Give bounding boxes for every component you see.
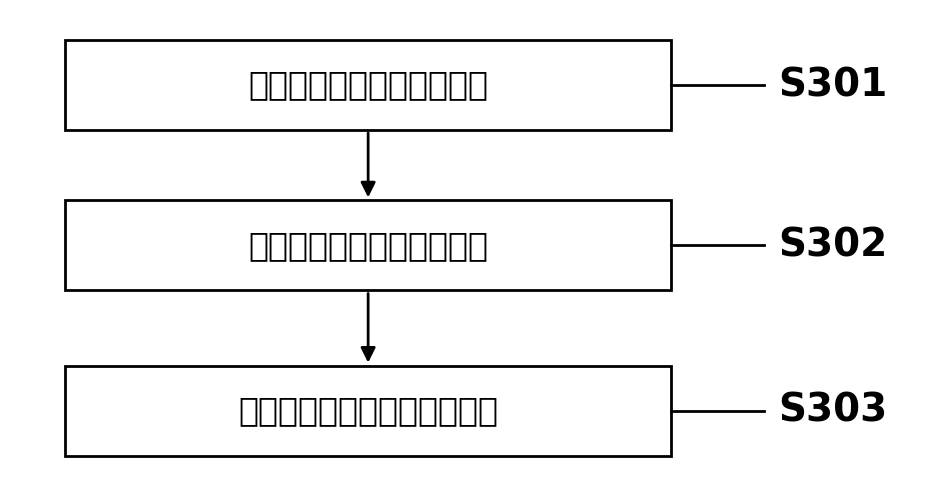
Text: 选取适应信号特征的基原子: 选取适应信号特征的基原子 bbox=[248, 69, 488, 102]
Bar bbox=[65, 365, 671, 456]
Text: 利用相关滤波求解最优参数: 利用相关滤波求解最优参数 bbox=[248, 229, 488, 262]
Text: S301: S301 bbox=[778, 66, 887, 104]
Bar bbox=[65, 201, 671, 291]
Text: S303: S303 bbox=[778, 392, 887, 430]
Text: 根据最优基原子构造原子字典: 根据最优基原子构造原子字典 bbox=[239, 394, 498, 427]
Bar bbox=[65, 40, 671, 130]
Text: S302: S302 bbox=[778, 226, 887, 264]
